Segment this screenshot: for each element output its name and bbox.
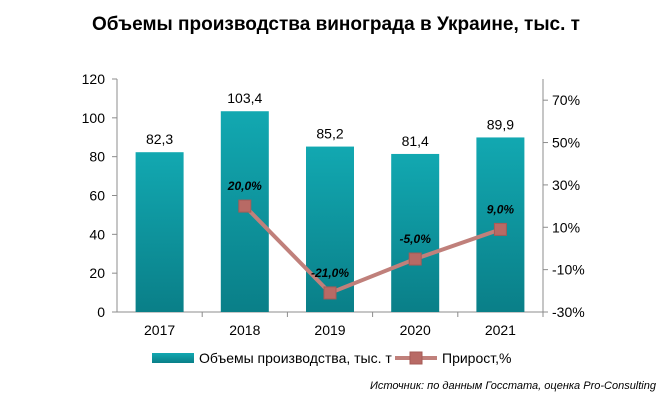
chart-title: Объемы производства винограда в Украине,…: [92, 14, 580, 35]
left-tick-label: 40: [89, 226, 105, 242]
right-tick-label: -30%: [552, 304, 585, 320]
left-tick-label: 120: [82, 71, 106, 87]
legend-marker-growth: [409, 351, 423, 365]
growth-point-2019: [323, 286, 337, 300]
growth-point-2021: [493, 222, 507, 236]
x-tick-label: 2021: [485, 322, 516, 338]
left-tick-label: 60: [89, 188, 105, 204]
growth-point-2020: [408, 252, 422, 266]
left-tick-label: 100: [82, 110, 106, 126]
right-tick-label: 70%: [552, 92, 580, 108]
growth-point-2018: [238, 199, 252, 213]
right-tick-label: 30%: [552, 177, 580, 193]
x-tick-label: 2017: [144, 322, 175, 338]
x-tick-label: 2018: [229, 322, 260, 338]
source-note: Источник: по данным Госстата, оценка Pro…: [369, 380, 656, 392]
left-tick-label: 20: [89, 265, 105, 281]
bar-value-label: 103,4: [227, 90, 262, 106]
growth-value-label: -5,0%: [400, 232, 432, 246]
growth-value-label: 20,0%: [227, 179, 262, 193]
growth-value-label: 9,0%: [487, 202, 515, 216]
right-tick-label: 50%: [552, 135, 580, 151]
right-tick-label: 10%: [552, 219, 580, 235]
legend-label-production: Объемы производства, тыс. т: [199, 350, 392, 366]
left-tick-label: 80: [89, 149, 105, 165]
right-tick-label: -10%: [552, 262, 585, 278]
legend-swatch-production: [152, 353, 194, 363]
bar-value-label: 85,2: [316, 126, 343, 142]
bar-2017: [135, 152, 184, 312]
bar-value-label: 81,4: [402, 133, 429, 149]
bar-value-label: 82,3: [146, 131, 173, 147]
growth-value-label: -21,0%: [311, 266, 349, 280]
x-tick-label: 2020: [400, 322, 431, 338]
legend-label-growth: Прирост,%: [442, 350, 511, 366]
left-tick-label: 0: [97, 304, 105, 320]
bar-value-label: 89,9: [487, 116, 514, 132]
x-tick-label: 2019: [314, 322, 345, 338]
growth-line: [243, 204, 502, 295]
bar-2020: [391, 153, 440, 312]
